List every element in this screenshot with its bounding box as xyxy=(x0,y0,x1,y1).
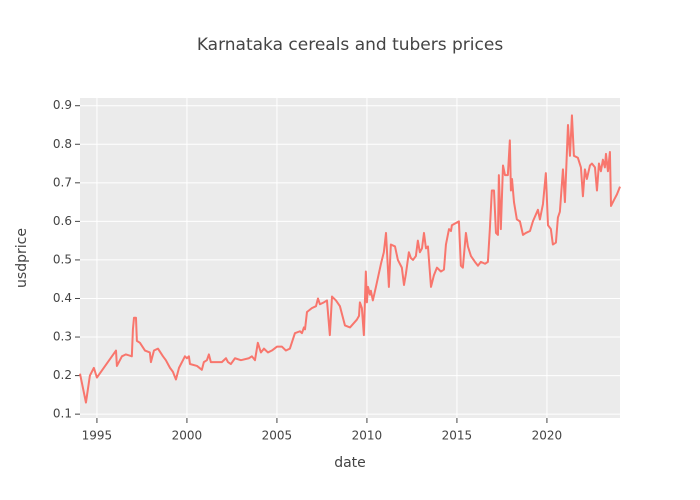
x-axis-title: date xyxy=(334,455,366,471)
x-tick-label: 2005 xyxy=(262,429,293,443)
x-tick-label: 2020 xyxy=(532,429,563,443)
y-tick-label: 0.6 xyxy=(53,214,72,228)
y-tick-label: 0.3 xyxy=(53,330,72,344)
y-tick-label: 0.1 xyxy=(53,407,72,421)
y-tick-label: 0.4 xyxy=(53,291,72,305)
x-tick-label: 2000 xyxy=(172,429,203,443)
y-axis-title: usdprice xyxy=(14,228,30,288)
y-tick-label: 0.2 xyxy=(53,368,72,382)
x-tick-label: 2010 xyxy=(352,429,383,443)
plot-background xyxy=(80,98,620,418)
data-line xyxy=(79,114,621,404)
y-tick-label: 0.9 xyxy=(53,98,72,112)
x-tick-label: 1995 xyxy=(82,429,113,443)
y-tick-label: 0.8 xyxy=(53,137,72,151)
y-tick-label: 0.5 xyxy=(53,252,72,266)
chart-title: Karnataka cereals and tubers prices xyxy=(197,35,504,55)
y-tick-label: 0.7 xyxy=(53,175,72,189)
x-tick-label: 2015 xyxy=(442,429,473,443)
